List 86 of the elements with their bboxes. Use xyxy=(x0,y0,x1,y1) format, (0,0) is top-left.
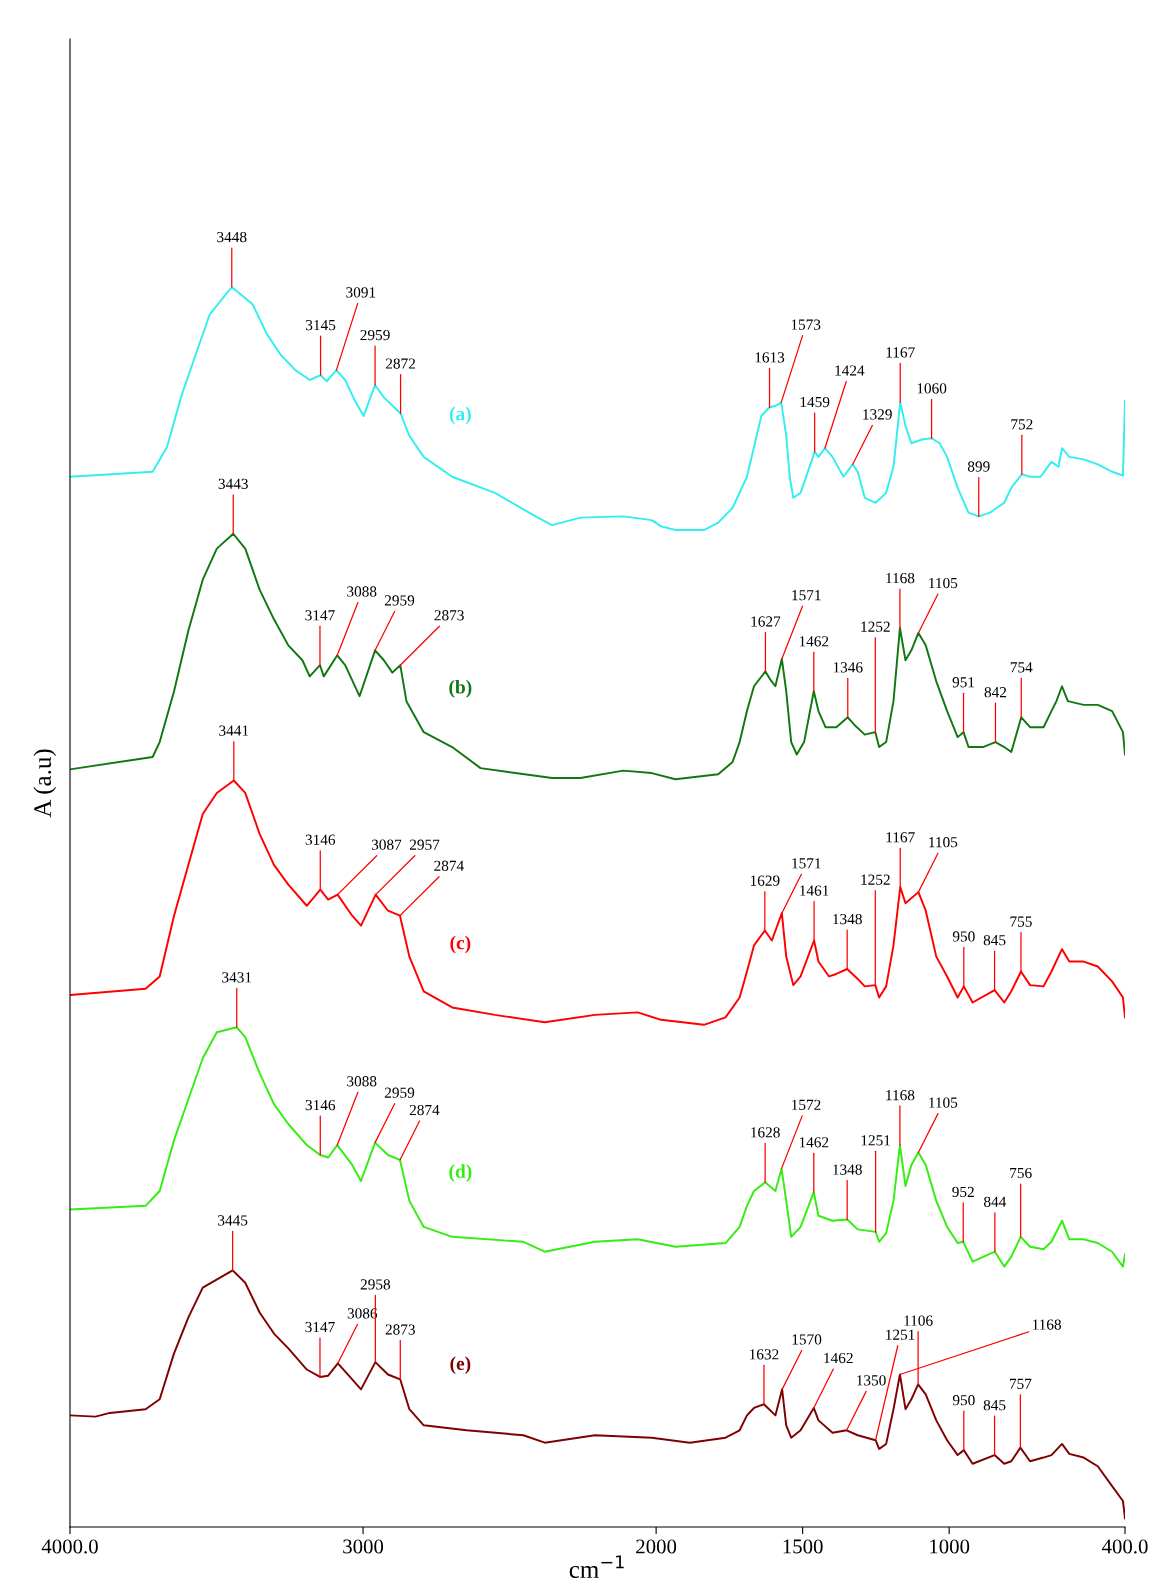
annotation: 3145 xyxy=(306,320,336,331)
text: (c) xyxy=(450,935,471,954)
annotation: 1627 xyxy=(751,616,781,627)
x-tick-label: 1000 xyxy=(930,1539,970,1554)
annotation: 842 xyxy=(984,687,1007,698)
annotation: 2958 xyxy=(360,1279,391,1290)
annotation: 3441 xyxy=(219,725,249,736)
annotation: 1329 xyxy=(863,409,892,420)
annotation: 757 xyxy=(1009,1378,1032,1389)
x-tick-label: 4000.0 xyxy=(41,1539,98,1554)
annotation: 2872 xyxy=(385,358,415,369)
annotation: 2874 xyxy=(434,860,464,871)
annotation: 1462 xyxy=(799,636,829,647)
annotation: 1348 xyxy=(833,913,862,925)
annotation: 845 xyxy=(983,1400,1006,1411)
annotation: 1571 xyxy=(792,858,821,869)
annotation: 1461 xyxy=(800,885,829,896)
annotation: 1168 xyxy=(886,1090,915,1101)
annotation: 1573 xyxy=(791,319,821,330)
annotation: 1060 xyxy=(917,383,947,394)
annotation: 3448 xyxy=(217,231,247,243)
annotation: 3445 xyxy=(218,1215,248,1226)
annotation: 755 xyxy=(1010,916,1032,927)
annotation: 950 xyxy=(952,1395,975,1406)
text: (a) xyxy=(449,406,471,425)
annotation: 752 xyxy=(1011,419,1033,430)
x-axis-title: cm$^{−1}$ xyxy=(569,1555,624,1578)
annotation: 1106 xyxy=(904,1315,933,1326)
annotation: 2959 xyxy=(360,329,390,341)
annotation: 2874 xyxy=(409,1104,440,1116)
annotation: 2959 xyxy=(384,1087,415,1098)
annotation: 3146 xyxy=(305,834,336,845)
annotation: 1572 xyxy=(792,1099,821,1110)
annotation: 950 xyxy=(952,931,975,942)
annotation: 1251 xyxy=(861,1135,890,1146)
annotation: 1613 xyxy=(755,352,785,363)
annotation: 2959 xyxy=(384,595,415,606)
annotation: 2957 xyxy=(409,839,440,850)
annotation: 1105 xyxy=(929,577,958,589)
text: (e) xyxy=(450,1356,471,1375)
annotation: 1348 xyxy=(833,1164,862,1175)
annotation: 2873 xyxy=(385,1324,415,1335)
annotation: 844 xyxy=(984,1196,1007,1207)
annotation: 1632 xyxy=(750,1349,779,1360)
annotation: 3088 xyxy=(347,586,377,597)
annotation: 1462 xyxy=(824,1352,853,1364)
annotation: 2873 xyxy=(434,610,464,621)
annotation: 845 xyxy=(983,935,1006,946)
y-axis-title: A (a.u) xyxy=(33,749,57,818)
annotation: 756 xyxy=(1010,1167,1032,1179)
annotation: 1252 xyxy=(861,874,890,885)
annotation: 1350 xyxy=(857,1375,886,1386)
x-tick-label: 1500 xyxy=(783,1539,823,1554)
annotation: 3088 xyxy=(347,1076,377,1087)
annotation: 899 xyxy=(967,461,990,472)
annotation: 1424 xyxy=(835,365,865,376)
annotation: 3146 xyxy=(305,1099,336,1111)
annotation: 3087 xyxy=(371,839,402,850)
annotation: 3091 xyxy=(346,287,376,298)
annotation: 1167 xyxy=(886,832,915,843)
annotation: 1570 xyxy=(792,1334,822,1345)
annotation: 1168 xyxy=(1032,1319,1062,1330)
annotation: 3443 xyxy=(218,478,248,489)
annotation: 1629 xyxy=(750,875,780,886)
annotation: 1346 xyxy=(833,662,863,673)
annotation: 754 xyxy=(1010,662,1033,673)
x-tick-label: 2000 xyxy=(636,1539,677,1554)
annotation: 1462 xyxy=(799,1137,829,1148)
annotation: 1628 xyxy=(751,1127,780,1138)
annotation: 1251 xyxy=(886,1329,915,1340)
annotation: 1105 xyxy=(929,1097,958,1108)
annotation: 1167 xyxy=(886,347,915,358)
annotation: 951 xyxy=(952,677,975,688)
x-tick-label: 400.0 xyxy=(1101,1539,1148,1554)
annotation: 1105 xyxy=(929,837,958,848)
annotation: 3431 xyxy=(222,972,252,983)
annotation: 1459 xyxy=(800,396,830,408)
annotation: 3147 xyxy=(305,610,335,621)
text: (d) xyxy=(449,1164,472,1182)
annotation: 3147 xyxy=(305,1321,335,1333)
annotation: 952 xyxy=(952,1186,974,1198)
x-tick-label: 3000 xyxy=(343,1539,384,1554)
annotation: 1252 xyxy=(861,621,890,632)
annotation: 1168 xyxy=(886,572,915,584)
text: (b) xyxy=(449,679,472,698)
annotation: 1571 xyxy=(792,590,821,601)
